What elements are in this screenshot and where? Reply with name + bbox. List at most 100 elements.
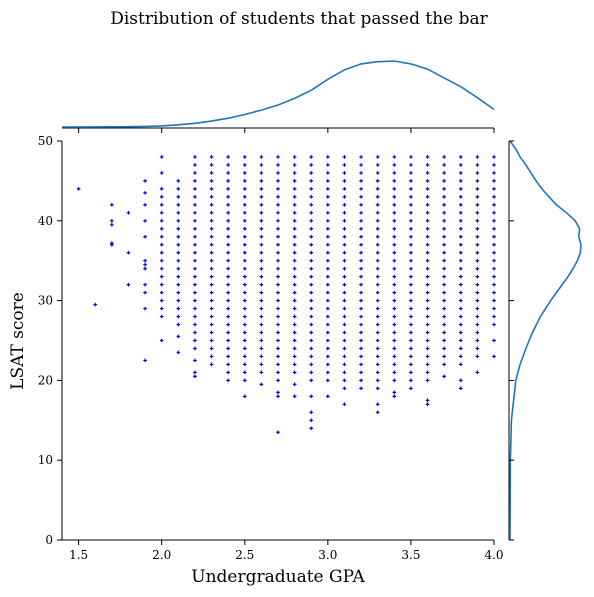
scatter-point: [375, 250, 380, 255]
scatter-point: [209, 290, 214, 295]
scatter-point: [276, 322, 280, 327]
scatter-point: [309, 322, 314, 327]
scatter-point: [392, 195, 397, 199]
y-axis-ticks: 0 10 20 30 40 50: [38, 134, 514, 547]
scatter-point: [442, 171, 446, 175]
scatter-point: [193, 298, 197, 303]
scatter-point: [442, 187, 446, 191]
scatter-point: [242, 322, 247, 327]
scatter-point: [276, 370, 280, 375]
scatter-point: [375, 274, 380, 279]
scatter-point: [143, 282, 147, 287]
scatter-point: [392, 322, 397, 327]
scatter-point: [375, 386, 380, 391]
x-axis-ticks: 1.5 2.0 2.5 3.0 3.5 4.0: [69, 128, 504, 562]
scatter-point: [442, 211, 446, 215]
scatter-point: [458, 219, 463, 223]
scatter-point: [425, 362, 430, 367]
scatter-point: [309, 306, 314, 311]
scatter-point: [375, 242, 380, 247]
scatter-point: [326, 226, 330, 231]
scatter-point: [492, 274, 496, 279]
scatter-point: [442, 330, 446, 335]
scatter-point: [276, 430, 280, 435]
scatter-point: [359, 354, 363, 359]
y-tick-label: 10: [38, 453, 53, 467]
scatter-point: [276, 155, 280, 159]
scatter-point: [326, 211, 330, 215]
scatter-point: [309, 330, 314, 335]
scatter-point: [292, 171, 297, 175]
scatter-point: [326, 155, 330, 159]
scatter-point: [276, 179, 280, 183]
scatter-point: [375, 282, 380, 287]
scatter-point: [326, 378, 330, 383]
y-tick-label: 40: [38, 214, 53, 228]
scatter-point: [359, 362, 363, 367]
scatter-point: [292, 346, 297, 351]
scatter-point: [492, 314, 496, 319]
scatter-point: [458, 290, 463, 295]
scatter-point: [193, 338, 197, 343]
scatter-point: [425, 274, 430, 279]
scatter-point: [425, 179, 430, 183]
scatter-point: [276, 354, 280, 359]
scatter-point: [259, 171, 264, 175]
scatter-point: [176, 334, 181, 339]
scatter-point: [342, 386, 347, 391]
scatter-point: [359, 179, 363, 183]
scatter-point: [242, 354, 247, 359]
scatter-point: [259, 354, 264, 359]
scatter-point: [458, 171, 463, 175]
scatter-point: [359, 314, 363, 319]
scatter-point: [226, 219, 230, 223]
scatter-point: [226, 226, 230, 231]
scatter-point: [492, 250, 496, 255]
scatter-point: [309, 211, 314, 215]
x-tick-label: 2.5: [235, 548, 254, 562]
scatter-point: [492, 179, 496, 183]
scatter-point: [276, 346, 280, 351]
scatter-point: [375, 362, 380, 367]
scatter-point: [359, 163, 363, 167]
scatter-point: [193, 250, 197, 255]
top-marginal-density: [61, 60, 495, 129]
scatter-point: [292, 187, 297, 191]
scatter-point: [475, 370, 480, 375]
scatter-point: [359, 274, 363, 279]
scatter-point: [226, 338, 230, 343]
x-tick-label: 1.5: [69, 548, 88, 562]
scatter-point: [492, 242, 496, 247]
scatter-point: [475, 187, 480, 191]
scatter-point: [226, 330, 230, 335]
scatter-point: [159, 155, 164, 159]
scatter-point: [475, 298, 480, 303]
scatter-point: [226, 234, 230, 239]
scatter-point: [425, 250, 430, 255]
scatter-point: [276, 219, 280, 223]
scatter-point: [442, 179, 446, 183]
scatter-point: [193, 203, 197, 207]
scatter-point: [292, 362, 297, 367]
scatter-point: [409, 155, 413, 159]
right-marginal-density: [508, 140, 582, 541]
scatter-point: [276, 314, 280, 319]
scatter-point: [292, 298, 297, 303]
scatter-point: [442, 163, 446, 167]
scatter-point: [458, 195, 463, 199]
scatter-point: [242, 314, 247, 319]
scatter-point: [276, 362, 280, 367]
scatter-point: [375, 187, 380, 191]
scatter-point: [309, 242, 314, 247]
scatter-point: [392, 314, 397, 319]
scatter-point: [475, 338, 480, 343]
scatter-point: [292, 266, 297, 271]
scatter-point: [475, 195, 480, 199]
scatter-point: [326, 330, 330, 335]
scatter-point: [176, 219, 181, 223]
scatter-point: [392, 234, 397, 239]
scatter-point: [209, 282, 214, 287]
scatter-point: [442, 298, 446, 303]
scatter-point: [193, 155, 197, 159]
scatter-point: [442, 155, 446, 159]
